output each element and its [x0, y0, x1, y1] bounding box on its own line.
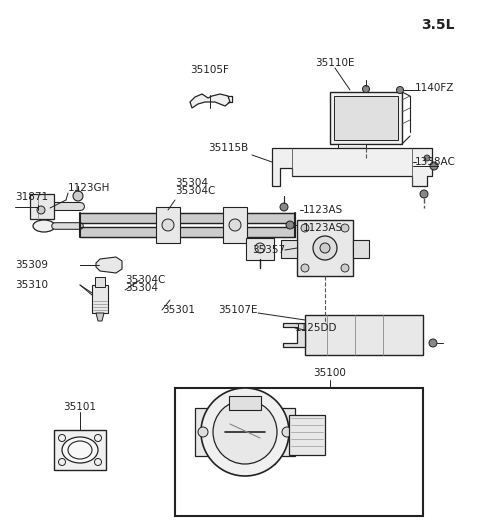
- Circle shape: [301, 264, 309, 272]
- Text: 35304: 35304: [175, 178, 208, 188]
- Text: 1125DD: 1125DD: [295, 323, 337, 333]
- Circle shape: [420, 190, 428, 198]
- Polygon shape: [272, 148, 432, 186]
- Circle shape: [424, 155, 430, 161]
- Polygon shape: [190, 94, 230, 108]
- Text: 35110E: 35110E: [315, 58, 355, 68]
- Circle shape: [162, 219, 174, 231]
- Polygon shape: [195, 408, 295, 464]
- Text: 1338AC: 1338AC: [415, 157, 456, 167]
- Circle shape: [229, 219, 241, 231]
- Circle shape: [313, 236, 337, 260]
- Bar: [353, 240, 369, 258]
- Ellipse shape: [33, 220, 55, 232]
- Bar: [297, 220, 353, 276]
- Circle shape: [396, 86, 404, 93]
- Bar: [156, 207, 180, 243]
- Circle shape: [341, 264, 349, 272]
- Text: 35357: 35357: [252, 245, 285, 255]
- Circle shape: [73, 191, 83, 201]
- Bar: [223, 207, 247, 243]
- Circle shape: [213, 400, 277, 464]
- Text: 31871: 31871: [15, 192, 48, 202]
- Circle shape: [320, 243, 330, 253]
- Text: 35309: 35309: [15, 260, 48, 270]
- Polygon shape: [283, 323, 305, 347]
- Circle shape: [362, 85, 370, 93]
- Bar: [175, 388, 423, 516]
- Bar: [305, 315, 423, 355]
- Ellipse shape: [33, 199, 55, 213]
- Circle shape: [301, 224, 309, 232]
- Bar: [229, 396, 261, 410]
- Bar: [92, 285, 108, 313]
- Text: 1123AS: 1123AS: [303, 223, 343, 233]
- Circle shape: [429, 339, 437, 347]
- Circle shape: [282, 427, 292, 437]
- Bar: [330, 92, 402, 144]
- Bar: [246, 238, 274, 260]
- Text: 35101: 35101: [63, 402, 96, 412]
- Bar: [334, 96, 398, 140]
- Text: 35304C: 35304C: [125, 275, 166, 285]
- Circle shape: [201, 388, 289, 476]
- Bar: [338, 144, 366, 158]
- Bar: [281, 240, 297, 258]
- Text: 35115B: 35115B: [208, 143, 248, 153]
- Text: 1140FZ: 1140FZ: [415, 83, 455, 93]
- Text: 35100: 35100: [313, 368, 347, 378]
- Bar: [95, 277, 105, 287]
- Text: 35304: 35304: [125, 283, 158, 293]
- Polygon shape: [96, 313, 104, 321]
- Ellipse shape: [62, 437, 98, 463]
- Text: 35107E: 35107E: [218, 305, 258, 315]
- Circle shape: [280, 203, 288, 211]
- Circle shape: [341, 224, 349, 232]
- Text: 1123GH: 1123GH: [68, 183, 110, 193]
- Polygon shape: [96, 257, 122, 273]
- Circle shape: [255, 243, 265, 253]
- Circle shape: [286, 221, 294, 229]
- Text: 1123AS: 1123AS: [303, 205, 343, 215]
- Text: 35310: 35310: [15, 280, 48, 290]
- Circle shape: [198, 427, 208, 437]
- Bar: [54, 430, 106, 470]
- Bar: [30, 194, 54, 219]
- Circle shape: [430, 162, 438, 170]
- Text: 35304C: 35304C: [175, 186, 216, 196]
- Text: 3.5L: 3.5L: [421, 18, 455, 32]
- Text: 35105F: 35105F: [191, 65, 229, 75]
- Bar: [289, 415, 325, 455]
- Circle shape: [37, 206, 45, 214]
- Text: 35301: 35301: [162, 305, 195, 315]
